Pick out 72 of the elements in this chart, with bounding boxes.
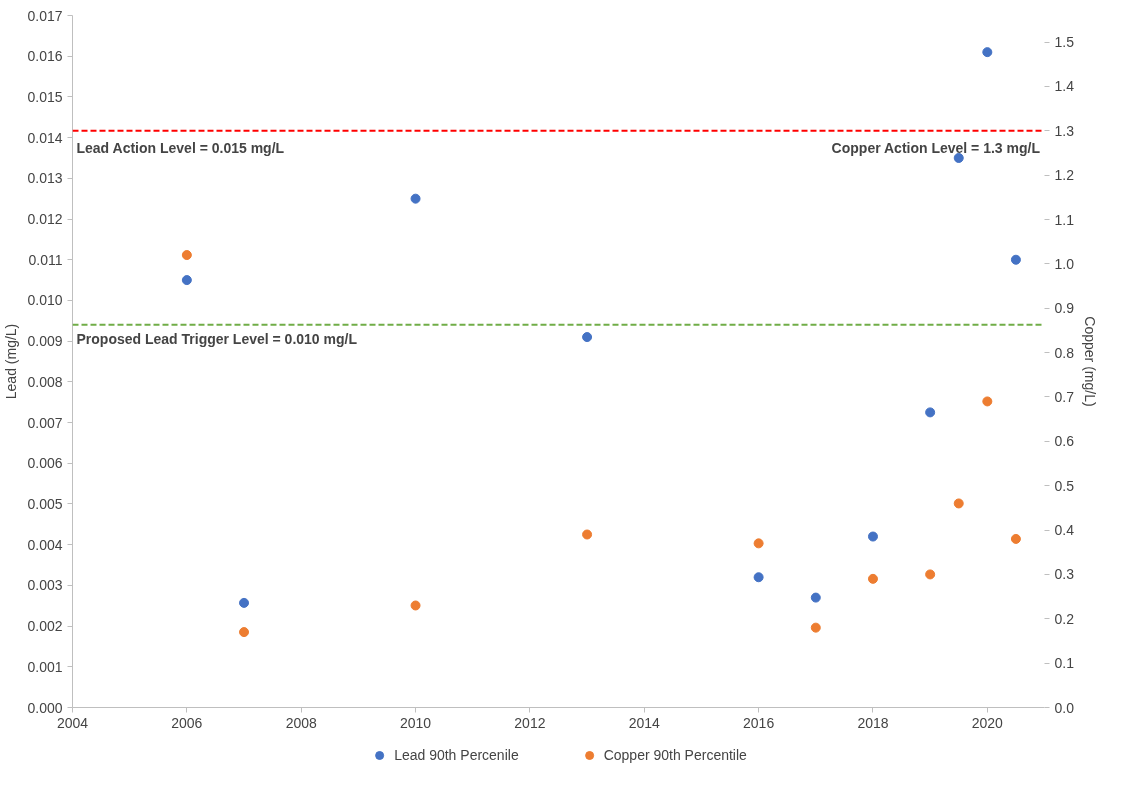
point bbox=[181, 275, 192, 286]
legend-label: Lead 90th Percenile bbox=[394, 747, 519, 763]
point bbox=[181, 250, 192, 261]
y-tick-label: 0.017 bbox=[27, 7, 63, 24]
point bbox=[867, 531, 878, 542]
x-tick-label: 2010 bbox=[399, 714, 432, 731]
y2-axis-title: Copper (mg/L) bbox=[1081, 316, 1098, 407]
x-tick-label: 2004 bbox=[56, 714, 89, 731]
x-tick-label: 2012 bbox=[514, 714, 546, 731]
point bbox=[239, 597, 250, 608]
y2-tick-label: 0.3 bbox=[1054, 566, 1075, 583]
y2-tick-label: 0.1 bbox=[1054, 655, 1075, 672]
x-tick-label: 2018 bbox=[857, 714, 889, 731]
point bbox=[753, 538, 764, 549]
y2-tick-label: 1.2 bbox=[1054, 167, 1075, 184]
annotation: Lead Action Level = 0.015 mg/L bbox=[76, 139, 285, 156]
y-tick-label: 0.013 bbox=[27, 170, 63, 187]
y-tick-label: 0.003 bbox=[27, 577, 63, 594]
y2-tick-label: 0.0 bbox=[1054, 699, 1075, 716]
y2-tick-label: 1.0 bbox=[1054, 255, 1075, 272]
point bbox=[1010, 533, 1021, 544]
point bbox=[582, 332, 593, 343]
y2-tick-label: 0.4 bbox=[1054, 522, 1075, 539]
y-tick-label: 0.001 bbox=[27, 658, 63, 675]
x-tick-label: 2020 bbox=[971, 714, 1004, 731]
y2-tick-label: 0.5 bbox=[1054, 477, 1075, 494]
y2-tick-label: 1.4 bbox=[1054, 78, 1075, 95]
point bbox=[953, 152, 964, 163]
y-tick-label: 0.014 bbox=[27, 129, 63, 146]
y-tick-label: 0.015 bbox=[27, 88, 63, 105]
annotation: Proposed Lead Trigger Level = 0.010 mg/L bbox=[76, 330, 358, 347]
point bbox=[239, 627, 250, 638]
y2-tick-label: 0.7 bbox=[1054, 388, 1075, 405]
point bbox=[410, 600, 421, 611]
y-tick-label: 0.009 bbox=[27, 333, 63, 350]
y2-tick-label: 0.8 bbox=[1054, 344, 1075, 361]
y-axis-title: Lead (mg/L) bbox=[3, 323, 20, 400]
point bbox=[982, 47, 993, 58]
point bbox=[982, 396, 993, 407]
x-tick-label: 2016 bbox=[743, 714, 775, 731]
legend-label: Copper 90th Percentile bbox=[603, 747, 747, 763]
x-tick-label: 2008 bbox=[285, 714, 317, 731]
y2-tick-label: 1.3 bbox=[1054, 122, 1075, 139]
point bbox=[582, 529, 593, 540]
point bbox=[810, 622, 821, 633]
y-tick-label: 0.008 bbox=[27, 373, 63, 390]
point bbox=[1010, 254, 1021, 265]
y2-tick-label: 1.5 bbox=[1054, 34, 1075, 51]
y-tick-label: 0.000 bbox=[27, 699, 63, 716]
x-tick-label: 2014 bbox=[628, 714, 661, 731]
y-tick-label: 0.010 bbox=[27, 292, 63, 309]
y-tick-label: 0.016 bbox=[27, 48, 63, 65]
y-tick-label: 0.005 bbox=[27, 495, 63, 512]
point bbox=[753, 572, 764, 583]
point bbox=[810, 592, 821, 603]
point bbox=[410, 193, 421, 204]
y2-tick-label: 0.2 bbox=[1054, 610, 1075, 627]
y2-tick-label: 0.9 bbox=[1054, 300, 1075, 317]
y2-tick-label: 1.1 bbox=[1054, 211, 1075, 228]
y-tick-label: 0.004 bbox=[27, 536, 63, 553]
point bbox=[867, 573, 878, 584]
y-tick-label: 0.012 bbox=[27, 211, 63, 228]
annotation: Copper Action Level = 1.3 mg/L bbox=[831, 139, 1041, 156]
point bbox=[953, 498, 964, 509]
point bbox=[925, 569, 936, 580]
point bbox=[925, 407, 936, 418]
x-tick-label: 2006 bbox=[171, 714, 203, 731]
y-tick-label: 0.011 bbox=[28, 251, 63, 268]
y-tick-label: 0.002 bbox=[27, 618, 63, 635]
y2-tick-label: 0.6 bbox=[1054, 433, 1075, 450]
y-tick-label: 0.006 bbox=[27, 455, 63, 472]
y-tick-label: 0.007 bbox=[27, 414, 63, 431]
